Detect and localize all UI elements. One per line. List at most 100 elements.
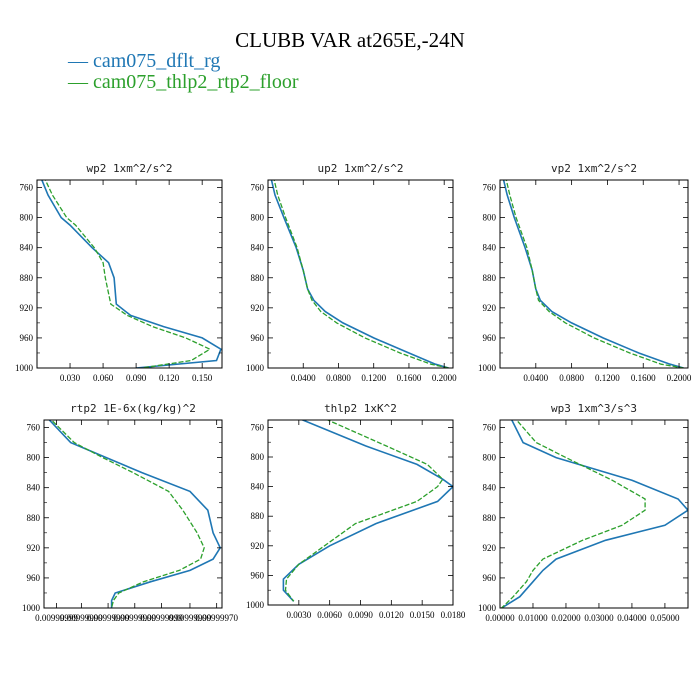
- plot-frame: [267, 419, 454, 606]
- x-tick-label: 0.120: [159, 373, 180, 383]
- y-tick-label: 920: [20, 303, 34, 313]
- y-tick-label: 960: [483, 573, 497, 583]
- panel-4: rtp2 1E-6x(kg/kg)^2 760 800 840 880 920 960 100…: [22, 402, 239, 623]
- x-tick-label: 0.05000: [650, 613, 680, 623]
- legend-entry-floor: — cam075_thlp2_rtp2_floor: [68, 71, 299, 93]
- x-tick-label: 0.2000: [432, 373, 457, 383]
- x-tick-label: 0.1200: [361, 373, 386, 383]
- x-tick-label: 0.1600: [397, 373, 422, 383]
- x-tick-label: 0.2000: [667, 373, 692, 383]
- x-tick-label: 0.00999999: [140, 613, 183, 623]
- x-tick-label: 0.00999999: [60, 613, 103, 623]
- plot-frame: [36, 179, 223, 369]
- series-line-floor: [284, 420, 444, 602]
- y-tick-label: 920: [483, 303, 497, 313]
- x-tick-label: 0.02000: [551, 613, 581, 623]
- series-line-floor: [505, 180, 684, 368]
- y-tick-label: 800: [27, 453, 41, 463]
- y-tick-label: 840: [20, 243, 34, 253]
- x-tick-label: 0.0800: [559, 373, 584, 383]
- y-tick-label: 1000: [246, 600, 265, 610]
- series-line-floor: [50, 420, 205, 608]
- series-line-floor: [273, 180, 449, 368]
- y-tick-label: 960: [251, 333, 265, 343]
- x-tick-label: 0.00999999: [87, 613, 130, 623]
- x-tick-label: 0.0090: [348, 610, 373, 620]
- y-tick-label: 920: [27, 543, 41, 553]
- plot-frame: [267, 179, 454, 369]
- panel-3: vp2 1xm^2/s^2 760 800 840 880 920 960 1000 0.040…: [478, 162, 692, 383]
- y-tick-label: 840: [483, 483, 497, 493]
- y-tick-label: 960: [483, 333, 497, 343]
- y-tick-label: 760: [483, 183, 497, 193]
- chart-title: CLUBB VAR at265E,-24N: [235, 28, 465, 52]
- y-tick-label: 760: [483, 423, 497, 433]
- series-line-floor: [501, 420, 646, 608]
- plot-frame: [499, 419, 689, 609]
- y-tick-label: 800: [20, 213, 34, 223]
- x-tick-label: 0.1200: [595, 373, 620, 383]
- panel-title: rtp2 1E-6x(kg/kg)^2: [70, 402, 196, 415]
- series-line-dflt: [40, 180, 222, 368]
- x-tick-label: 0.0030: [286, 610, 311, 620]
- panel-title: up2 1xm^2/s^2: [317, 162, 403, 175]
- y-tick-label: 800: [251, 452, 265, 462]
- series-line-dflt: [270, 180, 449, 368]
- y-tick-label: 880: [483, 273, 497, 283]
- panel-5: thlp2 1xK^2 760 800 840 880 920 960 1000 0.0030 0…: [246, 402, 466, 620]
- series-line-dflt: [282, 420, 453, 602]
- panel-1: wp2 1xm^2/s^2 760 800 840 880 920 960 1000 0.030…: [15, 162, 223, 383]
- panel-2: up2 1xm^2/s^2 760 800 840 880 920 960 1000 0.040…: [246, 162, 457, 383]
- x-tick-label: 0.00999999: [113, 613, 156, 623]
- y-tick-label: 760: [20, 183, 34, 193]
- series-line-dflt: [501, 420, 688, 608]
- x-tick-label: 0.04000: [617, 613, 647, 623]
- x-tick-label: 0.03000: [584, 613, 614, 623]
- y-tick-label: 880: [20, 273, 34, 283]
- y-tick-label: 960: [251, 570, 265, 580]
- y-tick-label: 920: [483, 543, 497, 553]
- y-tick-label: 1000: [15, 363, 34, 373]
- y-tick-label: 1000: [22, 603, 41, 613]
- x-tick-label: 0.00999999: [35, 613, 78, 623]
- y-tick-label: 1000: [246, 363, 265, 373]
- y-tick-label: 920: [251, 303, 265, 313]
- y-tick-label: 840: [251, 482, 265, 492]
- x-tick-label: 0.0060: [317, 610, 342, 620]
- panel-title: vp2 1xm^2/s^2: [551, 162, 637, 175]
- y-tick-label: 840: [27, 483, 41, 493]
- y-tick-label: 760: [251, 422, 265, 432]
- y-tick-label: 880: [27, 513, 41, 523]
- y-tick-label: 880: [483, 513, 497, 523]
- legend-entry-dflt: — cam075_dflt_rg: [68, 50, 221, 72]
- y-tick-label: 1000: [478, 603, 497, 613]
- panel-6: wp3 1xm^3/s^3 760 800 840 880 920 960 10000.000…: [478, 402, 689, 623]
- x-tick-label: 0.0150: [410, 610, 435, 620]
- x-tick-label: 0.0800: [326, 373, 351, 383]
- y-tick-label: 760: [251, 183, 265, 193]
- x-tick-label: 0.060: [93, 373, 114, 383]
- y-tick-label: 840: [251, 243, 265, 253]
- x-tick-label: 0.00999970: [195, 613, 238, 623]
- x-tick-label: 0.0400: [523, 373, 548, 383]
- series-line-floor: [44, 180, 212, 368]
- series-line-dflt: [48, 420, 222, 608]
- x-tick-label: 0.00999999: [169, 613, 212, 623]
- y-tick-label: 920: [251, 541, 265, 551]
- y-tick-label: 880: [251, 511, 265, 521]
- x-tick-label: 0.030: [60, 373, 81, 383]
- y-tick-label: 960: [27, 573, 41, 583]
- y-tick-label: 800: [251, 213, 265, 223]
- y-tick-label: 800: [483, 213, 497, 223]
- x-tick-label: 0.0120: [379, 610, 404, 620]
- panel-title: thlp2 1xK^2: [324, 402, 397, 415]
- plot-frame: [43, 419, 223, 609]
- x-tick-label: 0.01000: [518, 613, 548, 623]
- x-tick-label: 0.00000: [485, 613, 515, 623]
- y-tick-label: 1000: [478, 363, 497, 373]
- x-tick-label: 0.1600: [631, 373, 656, 383]
- y-tick-label: 760: [27, 423, 41, 433]
- series-line-dflt: [502, 180, 684, 368]
- panel-title: wp3 1xm^3/s^3: [551, 402, 637, 415]
